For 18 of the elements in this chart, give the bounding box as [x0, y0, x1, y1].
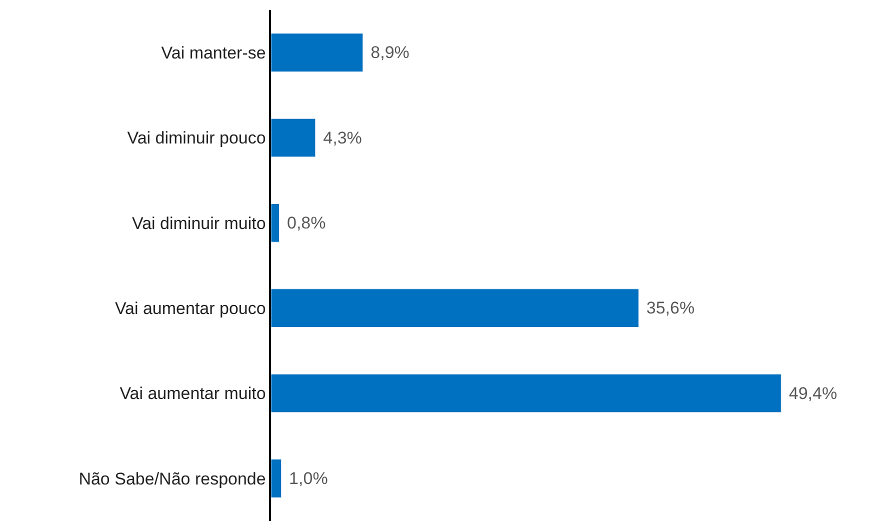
bar: [271, 288, 639, 328]
bar: [271, 118, 316, 158]
data-label: 49,4%: [784, 384, 838, 403]
bar: [271, 33, 364, 72]
data-label: 8,9%: [366, 43, 410, 62]
data-label: 1,0%: [284, 468, 328, 488]
y-tick-label: Não Sabe/Não responde: [78, 469, 266, 488]
data-label: 0,8%: [282, 213, 326, 232]
data-label: 35,6%: [642, 298, 695, 318]
y-tick-label: Vai diminuir muito: [132, 214, 266, 233]
bar: [271, 374, 782, 413]
y-tick-label: Vai diminuir pouco: [127, 128, 266, 148]
y-tick-label: Vai aumentar muito: [120, 384, 266, 404]
bar: [271, 459, 282, 498]
data-label: 4,3%: [318, 128, 362, 148]
bar: [271, 204, 280, 242]
y-tick-label: Vai aumentar pouco: [114, 299, 266, 318]
y-tick-label: Vai manter-se: [161, 44, 266, 63]
